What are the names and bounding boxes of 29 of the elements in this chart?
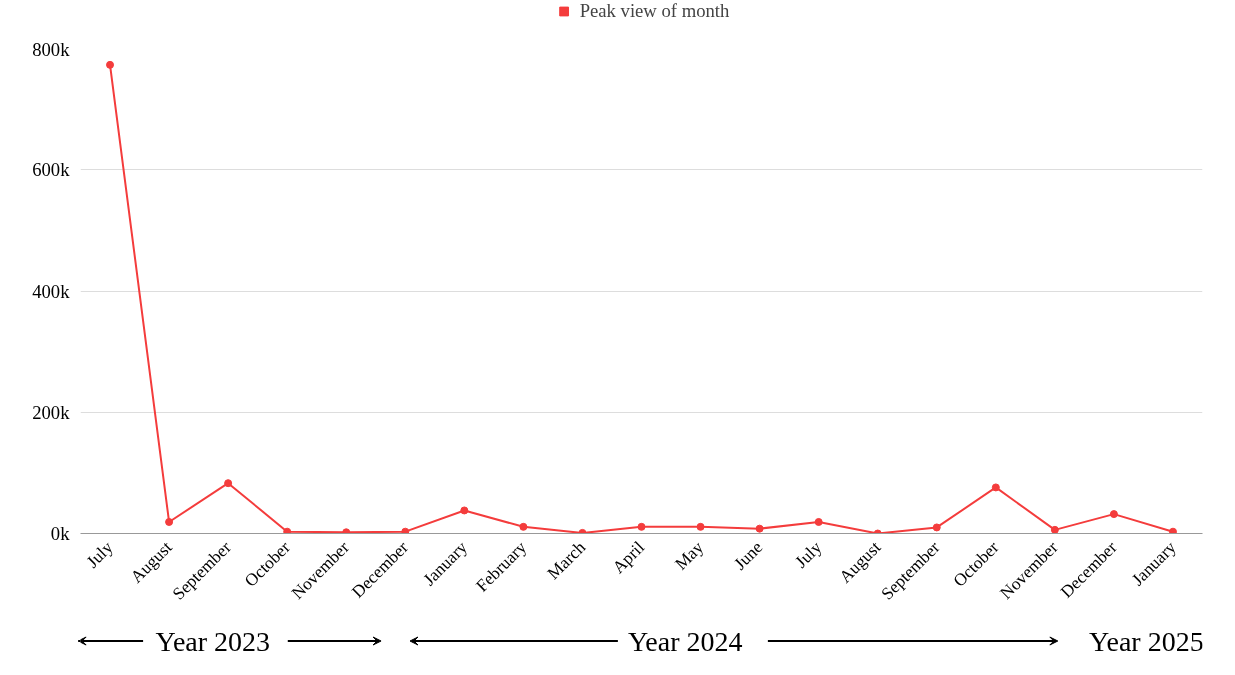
- point: [1050, 525, 1059, 534]
- point: [991, 483, 1000, 492]
- text: Year 2024: [627, 625, 743, 657]
- point: [165, 517, 174, 526]
- x-tick-label: July: [791, 537, 826, 572]
- point: [224, 479, 233, 488]
- point: [106, 60, 115, 69]
- text: Year 2025: [1089, 625, 1204, 657]
- x-tick-label: May: [671, 537, 708, 574]
- x-tick-label: June: [730, 537, 767, 574]
- y-tick-label: 600k: [32, 159, 71, 181]
- point: [1168, 527, 1177, 534]
- y-tick-label: 200k: [32, 401, 71, 423]
- point: [814, 517, 823, 526]
- point: [932, 523, 941, 532]
- y-tick-label: 0k: [50, 523, 71, 544]
- text: Year 2023: [155, 625, 271, 657]
- y-tick-label: 400k: [32, 280, 71, 302]
- point: [1109, 510, 1118, 519]
- point: [755, 524, 764, 533]
- point: [401, 527, 410, 534]
- point: [283, 527, 292, 534]
- point: [696, 522, 705, 531]
- legend-label: Peak view of month: [579, 0, 730, 22]
- point: [460, 506, 469, 515]
- point: [637, 522, 646, 531]
- y-tick-label: 800k: [32, 38, 71, 60]
- x-tick-label: July: [82, 537, 117, 572]
- point: [519, 522, 528, 531]
